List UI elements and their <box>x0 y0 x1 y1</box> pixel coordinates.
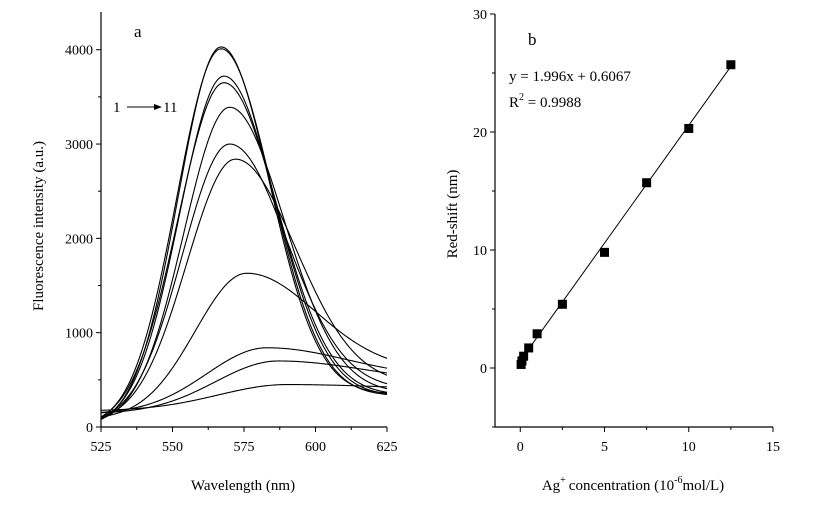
a-y-tick-label: 0 <box>86 421 93 436</box>
a-panel-label: a <box>134 22 142 41</box>
b-fit-line <box>519 66 732 362</box>
b-data-point <box>532 329 542 339</box>
a-y-tick-label: 3000 <box>65 138 93 153</box>
b-y-tick-label: 10 <box>473 244 487 259</box>
b-x-tick-label: 10 <box>682 440 696 455</box>
b-x-tick-label: 15 <box>766 440 780 455</box>
a-spectrum-curve-11 <box>100 384 388 411</box>
a-spectrum-curve-7 <box>100 158 388 418</box>
b-x-tick-label: 0 <box>517 440 524 455</box>
b-data-point <box>642 178 652 188</box>
a-y-tick-label: 2000 <box>65 232 93 247</box>
a-x-tick-label: 575 <box>234 440 255 455</box>
b-y-tick-label: 0 <box>480 362 487 377</box>
b-data-point <box>517 356 527 366</box>
panel-b: 0 5 10 15 0 10 20 30 b y = 1.996x + 0.6067 R2 =… <box>445 8 780 494</box>
a-x-tick-label: 625 <box>377 440 398 455</box>
b-fit-equation: y = 1.996x + 0.6067 <box>509 69 631 85</box>
b-data-point <box>726 60 736 70</box>
b-panel-label: b <box>528 30 537 49</box>
a-spectrum-curve-2 <box>100 48 388 418</box>
a-spectrum-curve-6 <box>100 143 388 418</box>
a-annotation-to: 11 <box>163 100 177 116</box>
a-y-label: Fluorescence intensity (a.u.) <box>31 141 47 311</box>
a-annotation-arrowhead <box>154 104 162 110</box>
b-x-label: Ag+ concentration (10-6mol/L) <box>542 475 724 494</box>
b-data-point <box>519 351 529 361</box>
a-x-label: Wavelength (nm) <box>191 478 295 494</box>
a-curves <box>100 46 388 420</box>
b-data-point <box>600 247 610 257</box>
a-y-tick-label: 1000 <box>65 327 93 342</box>
a-spectrum-curve-1 <box>100 46 388 420</box>
b-data-point <box>557 299 567 309</box>
b-points <box>516 60 736 369</box>
b-x-tick-label: 5 <box>601 440 608 455</box>
a-x-tick-label: 550 <box>162 440 183 455</box>
b-data-point <box>524 343 534 353</box>
a-y-tick-label: 4000 <box>65 44 93 59</box>
b-y-tick-label: 30 <box>473 8 487 23</box>
a-series-annotation: 1 11 <box>113 100 177 116</box>
a-spectrum-curve-9 <box>100 347 388 413</box>
b-r-squared: R2 = 0.9988 <box>509 92 581 111</box>
a-x-tick-label: 600 <box>305 440 326 455</box>
b-ticks: 0 5 10 15 0 10 20 30 <box>473 8 780 455</box>
panel-a: 525 550 575 600 625 0 1000 2000 3000 4000 a Wavel… <box>31 12 398 494</box>
a-ticks: 525 550 575 600 625 0 1000 2000 3000 4000 <box>65 44 398 455</box>
a-spectrum-curve-3 <box>100 75 388 420</box>
b-data-point <box>684 123 694 133</box>
a-x-tick-label: 525 <box>91 440 112 455</box>
a-annotation-from: 1 <box>113 100 121 116</box>
b-y-label: Red-shift (nm) <box>445 170 461 259</box>
b-y-tick-label: 20 <box>473 126 487 141</box>
a-spectrum-curve-8 <box>100 272 388 418</box>
a-spectrum-curve-10 <box>100 360 388 414</box>
a-spectrum-curve-5 <box>100 106 388 420</box>
